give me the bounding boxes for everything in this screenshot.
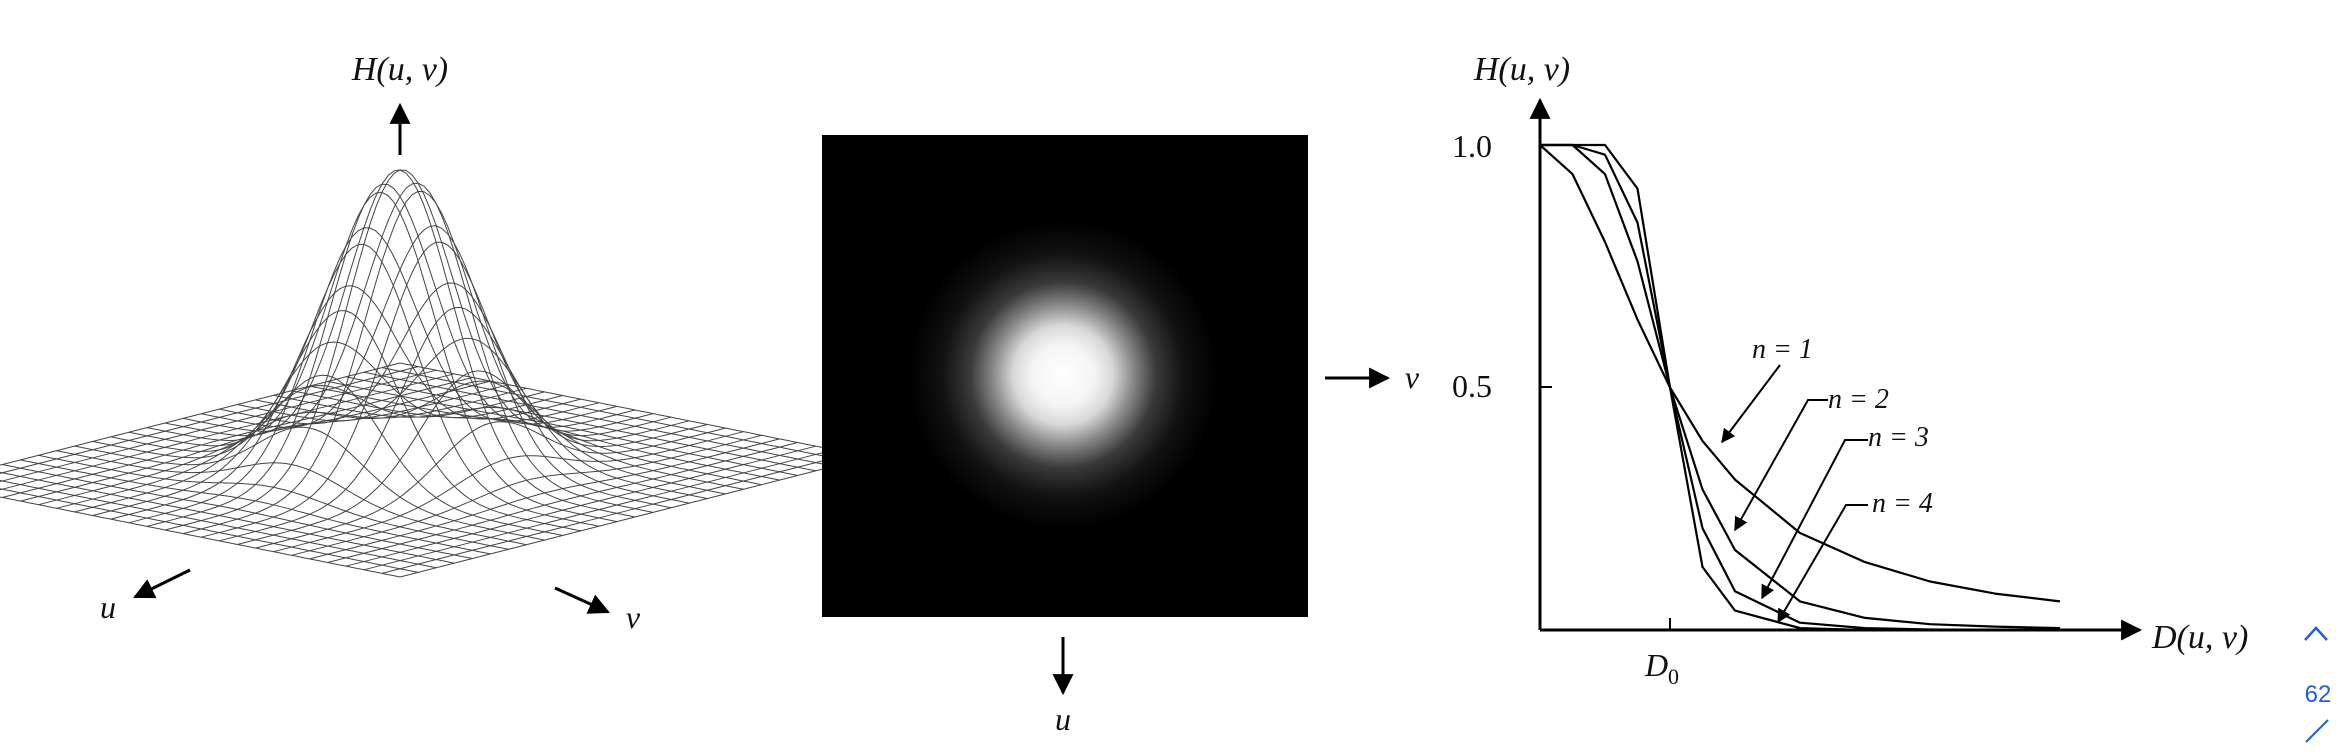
mesh-v-24 xyxy=(363,371,834,467)
mesh-v-9 xyxy=(92,374,563,536)
mesh-u-4 xyxy=(2,377,473,498)
chevron-up-icon[interactable] xyxy=(2304,626,2328,641)
mesh-v-3 xyxy=(0,471,455,564)
mesh-v-1 xyxy=(0,488,419,573)
mesh-v-13 xyxy=(164,169,636,518)
mesh-v-7 xyxy=(56,450,527,546)
y-tick-label-2: 0.5 xyxy=(1452,368,1492,404)
mesh-v-16 xyxy=(219,282,690,504)
page-nav[interactable]: 62 xyxy=(2304,626,2332,743)
v-axis-arrow xyxy=(554,586,610,614)
mesh-u-10 xyxy=(110,285,581,520)
mesh-v-0 xyxy=(0,496,401,578)
series-leader-n1 xyxy=(1721,364,1781,444)
series-leader-n3 xyxy=(1761,439,1868,600)
mesh-v-17 xyxy=(237,337,708,499)
series-label-n4: n = 4 xyxy=(1872,488,1933,519)
mesh-v-2 xyxy=(0,480,437,569)
mesh-v-6 xyxy=(38,454,509,550)
x-tick-label-d0: D0 xyxy=(1644,647,1679,689)
mesh-u-9 xyxy=(92,341,563,516)
mesh-v-12 xyxy=(146,191,617,523)
mesh-v-10 xyxy=(110,310,581,532)
series-line-n1 xyxy=(1539,144,2061,603)
mesh-v-4 xyxy=(2,464,473,559)
series-line-n2 xyxy=(1540,143,2061,630)
mesh-v-23 xyxy=(345,376,816,472)
mesh-v-18 xyxy=(255,380,726,495)
mesh-u-15 xyxy=(201,241,672,538)
mesh-u-11 xyxy=(128,227,599,524)
series-line-n4 xyxy=(1540,143,2060,632)
u-axis-arrow xyxy=(133,568,191,599)
gaussian-surface-mesh xyxy=(0,169,871,578)
y-axis-title: H(u, v) xyxy=(1473,51,1570,88)
mesh-v-14 xyxy=(183,182,654,513)
y-tick-label-1: 1.0 xyxy=(1452,128,1492,164)
mesh-v-15 xyxy=(201,225,672,509)
series-label-n2: n = 2 xyxy=(1828,384,1889,415)
page-divider-icon xyxy=(2305,719,2329,743)
series-line-n3 xyxy=(1540,143,2060,632)
u-axis-label: u xyxy=(100,589,116,625)
series-leader-n2 xyxy=(1734,399,1828,532)
mesh-v-25 xyxy=(381,367,852,463)
series-label-n3: n = 3 xyxy=(1868,422,1929,453)
page-number: 62 xyxy=(2305,681,2332,708)
profile-chart: H(u, v) D(u, v) 1.0 0.5 D0 n = 1 n = 2 n… xyxy=(1452,51,2248,689)
filter-image-blob xyxy=(908,220,1218,530)
mesh-v-21 xyxy=(309,385,780,481)
image-u-label: u xyxy=(1055,701,1071,737)
image-v-label: v xyxy=(1405,359,1420,395)
v-axis-label: v xyxy=(626,599,641,635)
z-axis-label: H(u, v) xyxy=(351,51,448,88)
mesh-v-11 xyxy=(128,243,599,527)
mesh-v-20 xyxy=(291,390,762,486)
mesh-v-26 xyxy=(399,362,871,458)
x-axis-title: D(u, v) xyxy=(2151,619,2248,656)
series-label-n1: n = 1 xyxy=(1752,334,1813,365)
mesh-v-8 xyxy=(74,426,545,541)
surface-panel: H(u, v) u v xyxy=(0,51,871,635)
chart-series-group xyxy=(1539,143,2061,632)
mesh-v-5 xyxy=(20,459,491,555)
image-panel: v u xyxy=(822,135,1420,737)
mesh-v-22 xyxy=(327,381,798,476)
mesh-u-5 xyxy=(20,380,491,502)
mesh-u-22 xyxy=(327,442,798,563)
series-leader-n4 xyxy=(1777,504,1868,624)
